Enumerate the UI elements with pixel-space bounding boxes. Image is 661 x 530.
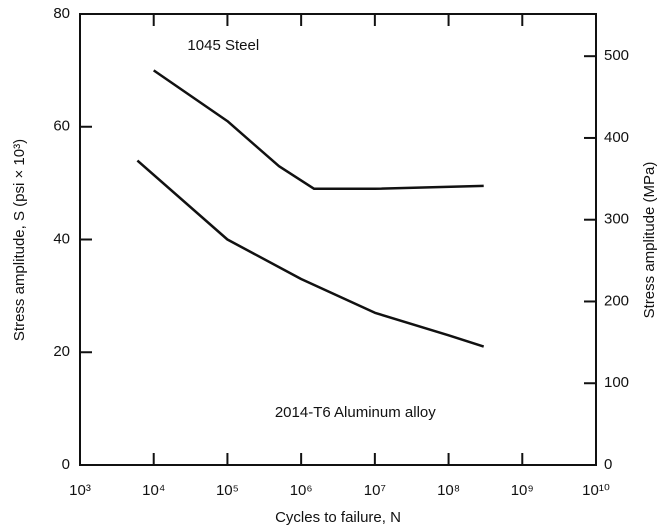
y2-tick-label: 200 <box>604 292 629 309</box>
series-line <box>136 159 485 348</box>
x-tick-label: 10¹⁰ <box>582 482 610 499</box>
x-tick-label: 10³ <box>69 482 91 499</box>
series-label: 2014-T6 Aluminum alloy <box>275 404 436 421</box>
x-tick-label: 10⁸ <box>437 482 460 499</box>
y-tick-label: 80 <box>53 5 70 22</box>
y2-axis-label: Stress amplitude (MPa) <box>641 162 658 319</box>
y2-tick-label: 500 <box>604 47 629 64</box>
y2-tick-label: 400 <box>604 129 629 146</box>
plot-frame <box>79 13 597 466</box>
x-tick-label: 10⁹ <box>511 482 534 499</box>
y-tick-label: 0 <box>62 456 70 473</box>
x-axis-label: Cycles to failure, N <box>275 509 401 526</box>
x-tick-label: 10⁵ <box>216 482 239 499</box>
y2-tick-label: 0 <box>604 456 612 473</box>
y-axis-label: Stress amplitude, S (psi × 10³) <box>11 139 28 341</box>
y-tick-label: 40 <box>53 230 70 247</box>
x-tick-label: 10⁶ <box>290 482 313 499</box>
series-line <box>152 69 484 191</box>
y-tick-label: 20 <box>53 343 70 360</box>
y2-tick-label: 300 <box>604 211 629 228</box>
y-tick-label: 60 <box>53 118 70 135</box>
x-tick-label: 10⁷ <box>364 482 386 499</box>
series-label: 1045 Steel <box>187 37 259 54</box>
y2-tick-label: 100 <box>604 374 629 391</box>
x-tick-label: 10⁴ <box>142 482 165 499</box>
